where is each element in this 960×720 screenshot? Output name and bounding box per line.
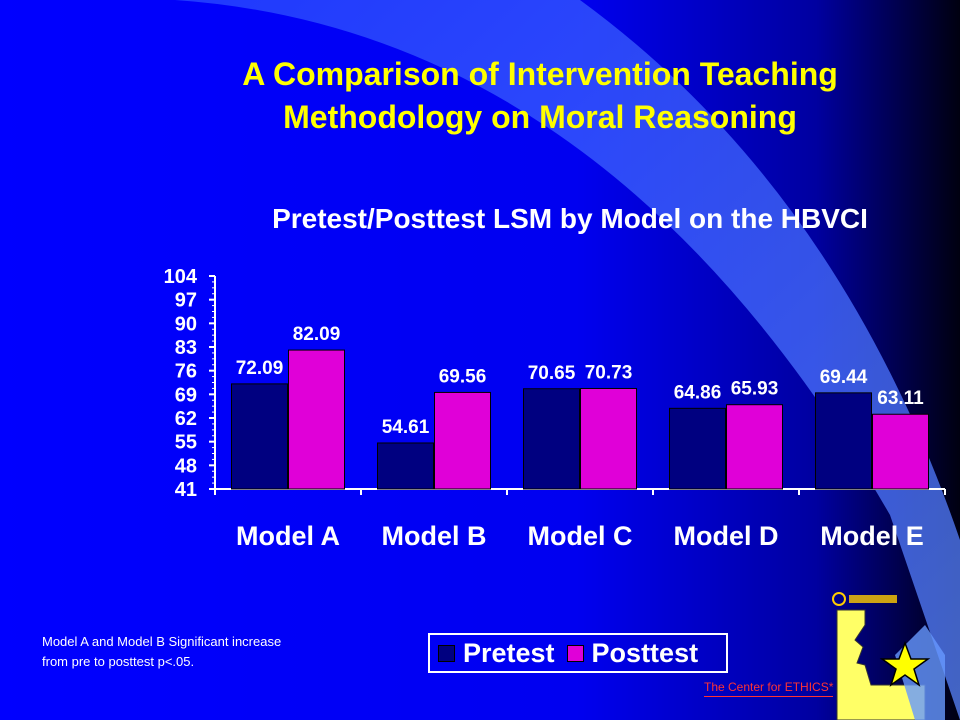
yellow-star-icon: [879, 640, 931, 687]
legend-label-pretest: Pretest: [463, 637, 555, 668]
y-tick-label: 97: [175, 290, 197, 312]
slide-title-line-1: A Comparison of Intervention Teaching: [242, 56, 838, 92]
bar-pretest: [815, 392, 872, 490]
y-tick-label: 90: [175, 313, 197, 335]
significance-note-line-2: from pre to posttest p<.05.: [42, 654, 195, 669]
bar-posttest: [580, 387, 637, 490]
y-tick-label: 55: [175, 432, 197, 454]
legend-item-posttest: Posttest: [566, 637, 699, 669]
data-label: 70.73: [585, 362, 633, 383]
bar-posttest: [726, 404, 783, 490]
center-for-ethics-logo: [832, 592, 945, 720]
data-label: 63.11: [877, 388, 924, 409]
chart-title: Pretest/Posttest LSM by Model on the HBV…: [272, 203, 868, 234]
y-tick-label: 41: [175, 479, 197, 501]
data-label: 69.44: [820, 367, 868, 388]
slide-title-line-2: Methodology on Moral Reasoning: [283, 99, 797, 135]
significance-note-line-1: Model A and Model B Significant increase: [42, 634, 282, 649]
x-category-label: Model C: [528, 521, 633, 551]
data-label: 82.09: [293, 324, 341, 345]
x-category-label: Model A: [236, 521, 340, 551]
bar-pretest: [669, 407, 726, 490]
data-label: 70.65: [528, 363, 576, 384]
x-category-label: Model D: [674, 521, 779, 551]
y-tick-label: 104: [164, 266, 198, 288]
y-tick-label: 69: [175, 384, 197, 406]
data-label: 64.86: [674, 382, 722, 403]
legend-swatch-posttest: [566, 644, 584, 662]
data-label: 72.09: [236, 358, 284, 379]
bar-pretest: [231, 383, 288, 490]
university-logo-icon: [832, 592, 897, 606]
data-label: 69.56: [439, 366, 487, 387]
bar-posttest: [434, 391, 491, 490]
data-label: 54.61: [382, 417, 430, 438]
legend-swatch-pretest: [438, 644, 455, 662]
y-tick-label: 76: [175, 361, 197, 383]
y-tick-label: 83: [175, 337, 197, 359]
x-category-label: Model B: [382, 521, 487, 551]
bar-posttest: [288, 349, 345, 490]
legend-label-posttest: Posttest: [591, 637, 699, 668]
bar-pretest: [377, 442, 434, 490]
bar-pretest: [523, 388, 580, 490]
data-label: 65.93: [731, 379, 779, 400]
logo-caption: The Center for ETHICS*: [704, 680, 834, 697]
bar-posttest: [872, 413, 929, 490]
y-tick-label: 48: [175, 455, 197, 477]
significance-note: Model A and Model B Significant increase…: [42, 632, 372, 672]
y-tick-label: 62: [175, 408, 197, 430]
chart-legend: Pretest Posttest: [428, 633, 728, 673]
x-category-label: Model E: [820, 521, 924, 551]
legend-item-pretest: Pretest: [438, 638, 555, 669]
